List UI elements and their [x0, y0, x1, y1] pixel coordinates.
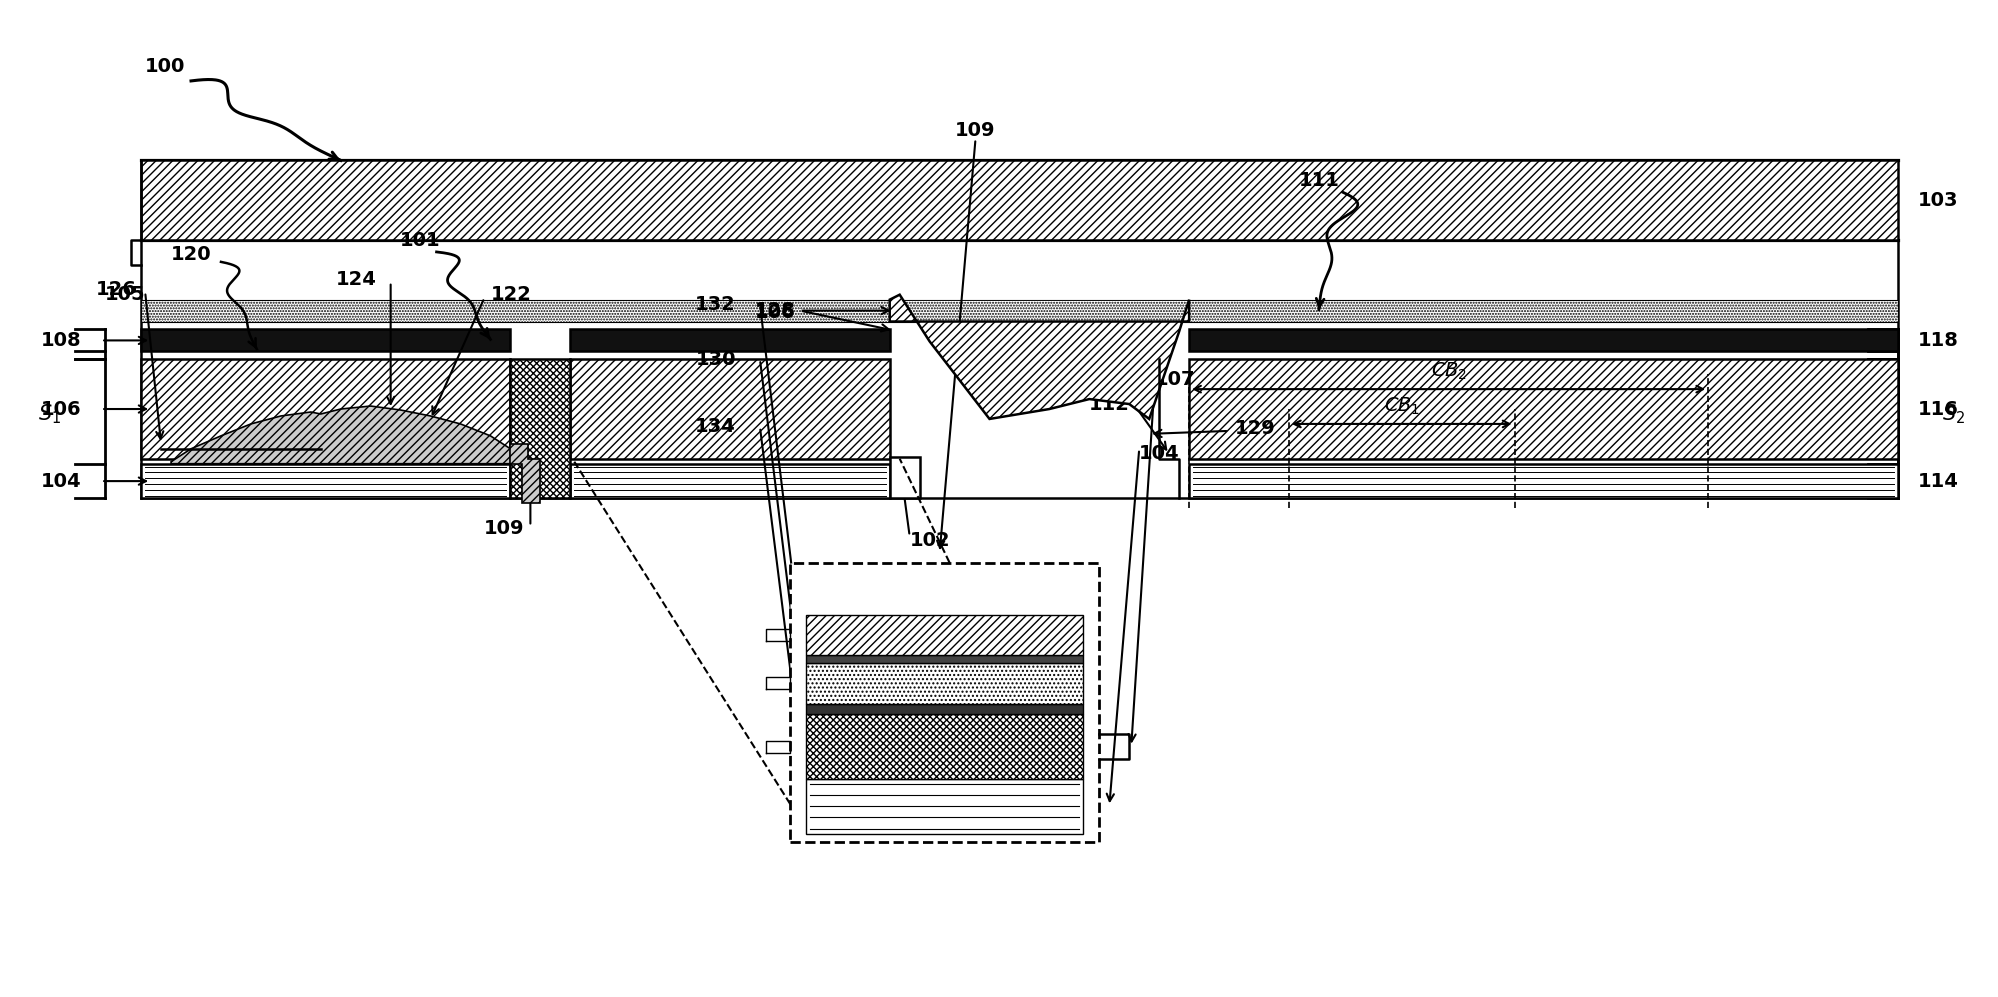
- Bar: [805, 615, 1083, 655]
- Text: 122: 122: [490, 285, 531, 304]
- Text: 109: 109: [955, 122, 995, 141]
- Bar: [805, 655, 1083, 663]
- Text: $CB_1$: $CB_1$: [1383, 396, 1419, 417]
- Bar: [889, 457, 919, 498]
- Bar: [142, 464, 509, 498]
- Text: 106: 106: [40, 400, 82, 419]
- Text: 109: 109: [484, 518, 523, 537]
- Polygon shape: [889, 295, 1189, 419]
- Bar: [569, 464, 889, 498]
- Text: 100: 100: [144, 57, 186, 76]
- Text: 126: 126: [96, 280, 138, 299]
- Text: 111: 111: [1299, 170, 1339, 189]
- Text: 101: 101: [400, 230, 442, 249]
- Text: 130: 130: [695, 350, 735, 369]
- Polygon shape: [509, 444, 539, 503]
- Text: $CB_2$: $CB_2$: [1431, 361, 1467, 382]
- Polygon shape: [172, 406, 509, 464]
- Bar: [142, 329, 509, 351]
- Text: 104: 104: [40, 472, 82, 491]
- Text: 112: 112: [1087, 395, 1129, 414]
- Text: 104: 104: [1139, 445, 1179, 464]
- Text: 106: 106: [755, 303, 795, 322]
- Text: $S_2$: $S_2$: [1942, 402, 1964, 426]
- Bar: [889, 300, 1189, 321]
- Text: 102: 102: [909, 530, 949, 549]
- Text: 132: 132: [695, 295, 735, 314]
- Bar: [142, 300, 1896, 321]
- Bar: [1189, 359, 1896, 459]
- Bar: [805, 663, 1083, 704]
- Bar: [1189, 329, 1896, 351]
- Bar: [805, 714, 1083, 779]
- Bar: [805, 704, 1083, 714]
- Text: 129: 129: [1235, 420, 1275, 439]
- Bar: [805, 779, 1083, 833]
- Text: 118: 118: [1916, 331, 1958, 350]
- Text: 107: 107: [1155, 370, 1195, 389]
- Text: 134: 134: [695, 418, 735, 437]
- Bar: [1189, 464, 1896, 498]
- Text: 105: 105: [104, 285, 146, 304]
- Text: 120: 120: [170, 245, 212, 264]
- Bar: [789, 563, 1099, 841]
- Bar: [569, 329, 889, 351]
- Text: 116: 116: [1916, 400, 1958, 419]
- Text: 103: 103: [1916, 190, 1958, 209]
- Bar: [142, 359, 509, 459]
- Bar: [142, 161, 1896, 240]
- Text: 108: 108: [40, 331, 82, 350]
- Text: 124: 124: [336, 270, 376, 289]
- Bar: [569, 359, 889, 459]
- Bar: [509, 359, 569, 498]
- Text: $S_1$: $S_1$: [38, 402, 60, 426]
- Text: 128: 128: [755, 301, 795, 320]
- Text: 114: 114: [1916, 472, 1958, 491]
